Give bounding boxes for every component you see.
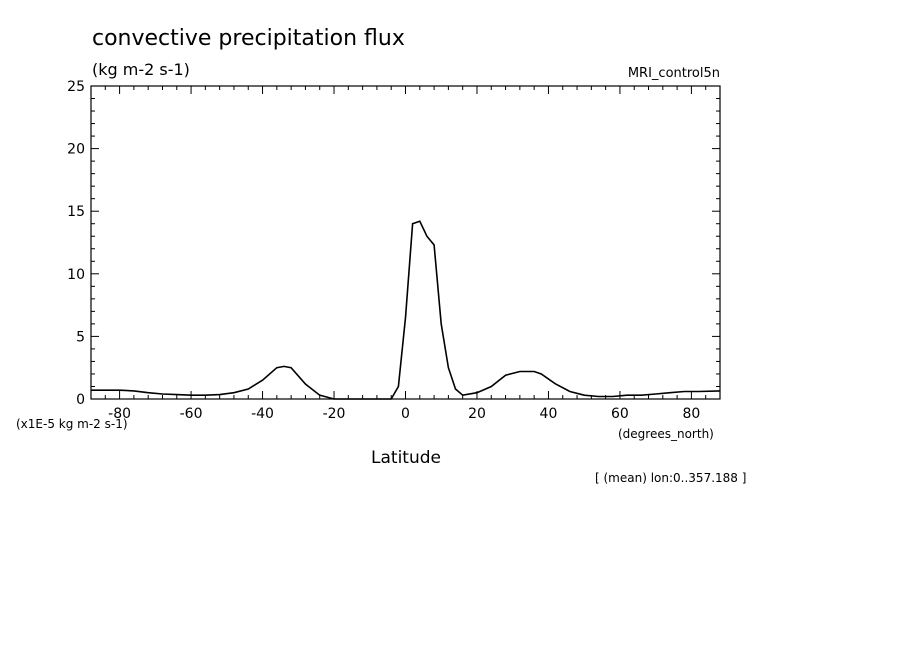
chart-title: convective precipitation flux (92, 26, 405, 51)
series-line (91, 220, 721, 400)
x-tick-label: 80 (682, 406, 700, 422)
x-tick-label: -60 (180, 406, 203, 422)
y-tick-label: 20 (67, 142, 85, 158)
y-scale-label: (x1E-5 kg m-2 s-1) (16, 417, 128, 431)
x-tick-label: -20 (323, 406, 346, 422)
x-tick-label: 40 (540, 406, 558, 422)
chart-units: (kg m-2 s-1) (92, 60, 190, 79)
axis-ticks (91, 85, 720, 400)
y-tick-label: 25 (67, 79, 85, 95)
plot-frame (90, 85, 721, 400)
x-tick-label: 0 (401, 406, 410, 422)
x-tick-label: -80 (108, 406, 131, 422)
x-tick-labels: -80 -60 -40 -20 0 20 40 60 80 (108, 406, 700, 422)
x-tick-label: 20 (468, 406, 486, 422)
x-axis-label: Latitude (371, 448, 441, 468)
y-tick-label: 0 (76, 392, 85, 408)
y-tick-label: 15 (67, 204, 85, 220)
footnote: [ (mean) lon:0..357.188 ] (595, 471, 746, 485)
plot-axes (90, 85, 721, 400)
x-tick-label: 60 (611, 406, 629, 422)
x-units-label: (degrees_north) (618, 427, 714, 441)
y-tick-label: 5 (76, 329, 85, 345)
y-tick-labels: 0 5 10 15 20 25 (67, 79, 85, 408)
model-label: MRI_control5n (628, 66, 720, 81)
x-tick-label: -40 (251, 406, 274, 422)
y-tick-label: 10 (67, 267, 85, 283)
